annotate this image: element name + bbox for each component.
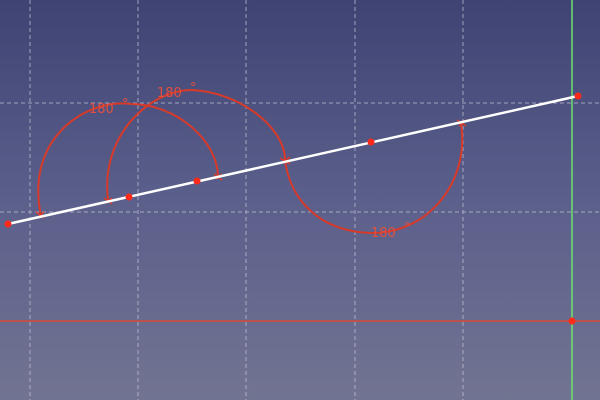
line-start-point[interactable]: [4, 220, 12, 228]
angle-value-b: 180: [157, 86, 182, 101]
angle-label-c[interactable]: 180 °: [371, 221, 411, 241]
degree-symbol-a: °: [122, 97, 129, 112]
sketch-line[interactable]: [7, 94, 579, 226]
sketch-point-1[interactable]: [125, 193, 133, 201]
angle-arc-b[interactable]: [106, 88, 286, 201]
angle-arc-c[interactable]: [284, 122, 464, 235]
degree-symbol-b: °: [190, 81, 197, 96]
origin-point[interactable]: [568, 317, 576, 325]
angle-label-b[interactable]: 180 °: [157, 81, 197, 101]
angle-constraints: [37, 88, 464, 235]
angle-arc-a[interactable]: [37, 102, 219, 217]
sketch-point-2[interactable]: [193, 177, 201, 185]
sketch-points: [4, 92, 582, 325]
line-end-point[interactable]: [574, 92, 582, 100]
degree-symbol-c: °: [404, 221, 411, 236]
angle-value-a: 180: [89, 102, 114, 117]
angle-value-c: 180: [371, 226, 396, 241]
angle-label-a[interactable]: 180 °: [89, 97, 129, 117]
sketch-point-3[interactable]: [367, 138, 375, 146]
